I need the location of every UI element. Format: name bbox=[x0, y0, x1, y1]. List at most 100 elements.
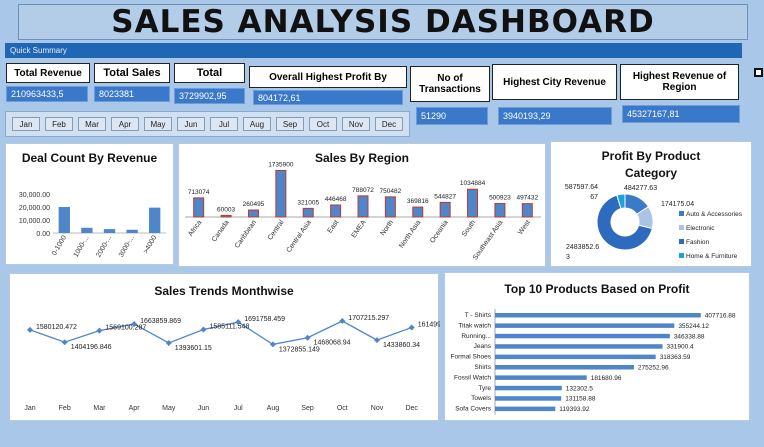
bar bbox=[495, 365, 634, 370]
data-label: 1735900 bbox=[268, 161, 294, 168]
top-products-chart: T - Shirts 407716.88 Titak watch 355244.12 R… bbox=[451, 309, 736, 415]
y-tick-label: Fossil Watch bbox=[454, 374, 491, 381]
month-button-oct[interactable]: Oct bbox=[309, 117, 337, 131]
profit-category-title: Profit By Product Category bbox=[601, 149, 701, 180]
legend-label: Electronic bbox=[686, 225, 715, 232]
y-tick-label: Shirts bbox=[474, 364, 491, 371]
sales-region-title: Sales By Region bbox=[314, 151, 410, 165]
legend-swatch bbox=[679, 225, 684, 230]
bar bbox=[439, 201, 451, 218]
data-label: 788072 bbox=[352, 187, 374, 194]
kpi-transactions-label: No of Transactions bbox=[410, 66, 490, 102]
data-label: 1569100.287 bbox=[105, 325, 146, 332]
kpi-total-revenue-value: 210963433,5 bbox=[6, 86, 88, 102]
x-tick-label: Caribbean bbox=[234, 219, 258, 250]
data-point bbox=[27, 326, 33, 333]
data-label: 67 bbox=[590, 194, 598, 201]
kpi-highest-region-revenue-label: Highest Revenue of Region bbox=[620, 64, 739, 100]
month-button-jan[interactable]: Jan bbox=[12, 117, 40, 131]
month-button-sep[interactable]: Sep bbox=[276, 117, 304, 131]
sales-region-panel: Sales By Region 713074 60003 260495 1735900… bbox=[178, 143, 546, 267]
legend-swatch bbox=[679, 211, 684, 216]
data-label: 174175.04 bbox=[661, 201, 694, 208]
y-tick-label: Jeans bbox=[474, 343, 492, 350]
selection-handle-icon[interactable] bbox=[754, 68, 763, 77]
bar bbox=[384, 196, 396, 218]
x-tick-label: Mar bbox=[93, 405, 106, 412]
month-button-mar[interactable]: Mar bbox=[78, 117, 106, 131]
bar bbox=[494, 203, 506, 218]
data-label: 1585111.548 bbox=[210, 324, 250, 331]
month-button-jul[interactable]: Jul bbox=[210, 117, 238, 131]
data-point bbox=[200, 326, 207, 333]
top-products-panel: Top 10 Products Based on Profit T - Shir… bbox=[444, 272, 750, 421]
data-label: 1393601.15 bbox=[175, 345, 212, 352]
x-tick-label: Sep bbox=[301, 405, 314, 412]
x-tick-label: East bbox=[326, 219, 340, 235]
bar bbox=[495, 313, 701, 318]
x-tick-label: North Asia bbox=[398, 219, 422, 250]
series-line bbox=[29, 320, 412, 346]
legend-swatch bbox=[679, 253, 684, 258]
bar bbox=[495, 406, 556, 412]
data-label: 369816 bbox=[407, 198, 429, 205]
y-tick-label: 20,000.00 bbox=[19, 205, 50, 212]
y-tick-label: Tyre bbox=[478, 385, 491, 392]
data-label: 497432 bbox=[516, 195, 538, 202]
x-tick-label: 0-1000 bbox=[51, 234, 68, 256]
page-title: SALES ANALYSIS DASHBOARD bbox=[18, 4, 748, 40]
data-label: 331900.4 bbox=[667, 344, 694, 351]
x-tick-label: Nov bbox=[371, 405, 384, 412]
data-label: 1404196.846 bbox=[71, 344, 112, 351]
x-tick-label: Africa bbox=[187, 219, 203, 238]
month-button-dec[interactable]: Dec bbox=[375, 117, 403, 131]
data-label: 131158.88 bbox=[565, 396, 596, 403]
bar bbox=[495, 385, 562, 391]
x-tick-label: Oct bbox=[337, 405, 348, 412]
month-button-may[interactable]: May bbox=[144, 117, 172, 131]
kpi-highest-profit-label: Overall Highest Profit By bbox=[249, 66, 407, 88]
data-point bbox=[61, 339, 68, 346]
x-tick-label: Central bbox=[267, 219, 286, 242]
month-button-jun[interactable]: Jun bbox=[177, 117, 205, 131]
x-tick-label: West bbox=[517, 219, 532, 236]
data-label: 1691758.459 bbox=[244, 316, 285, 323]
month-button-apr[interactable]: Apr bbox=[111, 117, 139, 131]
x-tick-label: >4000 bbox=[143, 234, 159, 255]
quick-summary-bar: Quick Summary bbox=[5, 43, 742, 58]
data-label: 544827 bbox=[434, 193, 456, 200]
data-label: 355244.12 bbox=[678, 323, 709, 330]
x-tick-label: 1000-... bbox=[73, 234, 91, 258]
x-tick-label: Aug bbox=[267, 405, 280, 412]
data-label: 275252.96 bbox=[638, 365, 669, 372]
profit-category-chart: 587597.64 67 484277.63 174175.04 2483852.6 3 A… bbox=[565, 184, 743, 261]
sales-trends-title: Sales Trends Monthwise bbox=[154, 284, 294, 298]
x-tick-label: 2000-... bbox=[95, 234, 113, 258]
bar bbox=[330, 204, 342, 218]
data-label: 500923 bbox=[489, 195, 511, 202]
data-label: 1034884 bbox=[460, 180, 486, 187]
data-label: 750482 bbox=[380, 188, 402, 195]
bar bbox=[412, 206, 424, 218]
data-label: 132302.5 bbox=[566, 385, 593, 392]
pie-slice bbox=[616, 193, 626, 210]
month-button-aug[interactable]: Aug bbox=[243, 117, 271, 131]
y-tick-label: Sofa Covers bbox=[455, 406, 492, 413]
month-button-nov[interactable]: Nov bbox=[342, 117, 370, 131]
x-tick-label: Feb bbox=[59, 405, 71, 412]
data-label: 446468 bbox=[325, 196, 347, 203]
month-button-feb[interactable]: Feb bbox=[45, 117, 73, 131]
month-slicer: Jan Feb Mar Apr May Jun Jul Aug Sep Oct … bbox=[5, 111, 410, 137]
x-tick-label: Jan bbox=[24, 405, 35, 412]
legend-label: Auto & Accessories bbox=[686, 211, 743, 218]
y-tick-label: 0.00 bbox=[36, 231, 50, 238]
y-tick-label: Towels bbox=[471, 395, 492, 402]
x-tick-label: Oceania bbox=[429, 219, 450, 244]
kpi-total-revenue-label: Total Revenue bbox=[6, 63, 90, 83]
data-point bbox=[165, 339, 172, 346]
kpi-transactions-value: 51290 bbox=[416, 107, 488, 125]
data-label: 1580120.472 bbox=[36, 324, 77, 331]
kpi-total-label: Total bbox=[174, 63, 245, 83]
sales-trends-panel: Sales Trends Monthwise 1580120.472 140419… bbox=[9, 273, 440, 421]
kpi-total-sales-value: 8023381 bbox=[94, 86, 170, 102]
